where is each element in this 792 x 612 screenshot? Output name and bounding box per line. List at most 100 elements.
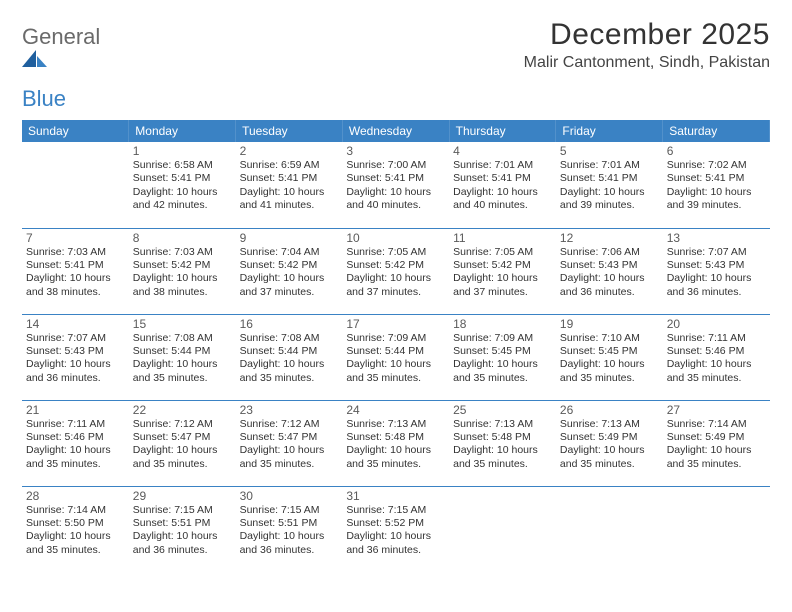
sunrise-line: Sunrise: 7:07 AM (26, 332, 125, 345)
sunrise-line: Sunrise: 7:15 AM (346, 504, 445, 517)
day-number: 28 (26, 489, 125, 503)
day-cell: 24Sunrise: 7:13 AMSunset: 5:48 PMDayligh… (342, 400, 449, 486)
sunrise-line: Sunrise: 7:14 AM (667, 418, 766, 431)
daylight-line: Daylight: 10 hours and 35 minutes. (453, 444, 552, 471)
sunrise-line: Sunrise: 7:15 AM (133, 504, 232, 517)
day-cell: 5Sunrise: 7:01 AMSunset: 5:41 PMDaylight… (556, 142, 663, 228)
calendar-row: 21Sunrise: 7:11 AMSunset: 5:46 PMDayligh… (22, 400, 770, 486)
day-number: 27 (667, 403, 766, 417)
sunset-line: Sunset: 5:41 PM (240, 172, 339, 185)
daylight-line: Daylight: 10 hours and 36 minutes. (667, 272, 766, 299)
day-cell: 29Sunrise: 7:15 AMSunset: 5:51 PMDayligh… (129, 486, 236, 572)
sunset-line: Sunset: 5:46 PM (667, 345, 766, 358)
sunset-line: Sunset: 5:41 PM (26, 259, 125, 272)
day-cell: 13Sunrise: 7:07 AMSunset: 5:43 PMDayligh… (663, 228, 770, 314)
sunrise-line: Sunrise: 7:14 AM (26, 504, 125, 517)
day-number: 13 (667, 231, 766, 245)
sunrise-line: Sunrise: 7:13 AM (346, 418, 445, 431)
day-number: 8 (133, 231, 232, 245)
day-cell: 22Sunrise: 7:12 AMSunset: 5:47 PMDayligh… (129, 400, 236, 486)
day-cell: 7Sunrise: 7:03 AMSunset: 5:41 PMDaylight… (22, 228, 129, 314)
sunrise-line: Sunrise: 7:12 AM (133, 418, 232, 431)
sunrise-line: Sunrise: 7:01 AM (453, 159, 552, 172)
day-cell: 14Sunrise: 7:07 AMSunset: 5:43 PMDayligh… (22, 314, 129, 400)
title-block: December 2025 Malir Cantonment, Sindh, P… (524, 18, 770, 72)
day-cell: 28Sunrise: 7:14 AMSunset: 5:50 PMDayligh… (22, 486, 129, 572)
day-number: 26 (560, 403, 659, 417)
daylight-line: Daylight: 10 hours and 36 minutes. (133, 530, 232, 557)
daylight-line: Daylight: 10 hours and 40 minutes. (453, 186, 552, 213)
daylight-line: Daylight: 10 hours and 42 minutes. (133, 186, 232, 213)
location-subtitle: Malir Cantonment, Sindh, Pakistan (524, 54, 770, 72)
sunset-line: Sunset: 5:48 PM (346, 431, 445, 444)
weekday-row: SundayMondayTuesdayWednesdayThursdayFrid… (22, 120, 770, 142)
day-cell: 20Sunrise: 7:11 AMSunset: 5:46 PMDayligh… (663, 314, 770, 400)
day-cell: 15Sunrise: 7:08 AMSunset: 5:44 PMDayligh… (129, 314, 236, 400)
daylight-line: Daylight: 10 hours and 40 minutes. (346, 186, 445, 213)
daylight-line: Daylight: 10 hours and 35 minutes. (133, 444, 232, 471)
day-number: 11 (453, 231, 552, 245)
day-number: 3 (346, 144, 445, 158)
day-number: 29 (133, 489, 232, 503)
day-cell: 19Sunrise: 7:10 AMSunset: 5:45 PMDayligh… (556, 314, 663, 400)
day-number: 10 (346, 231, 445, 245)
day-number: 24 (346, 403, 445, 417)
sunrise-line: Sunrise: 7:02 AM (667, 159, 766, 172)
sunrise-line: Sunrise: 7:13 AM (560, 418, 659, 431)
weekday-header: Saturday (663, 120, 770, 142)
day-number: 9 (240, 231, 339, 245)
daylight-line: Daylight: 10 hours and 36 minutes. (560, 272, 659, 299)
brand-logo: General Blue (22, 18, 100, 112)
logo-sail-icon (22, 50, 100, 68)
sunset-line: Sunset: 5:50 PM (26, 517, 125, 530)
daylight-line: Daylight: 10 hours and 35 minutes. (133, 358, 232, 385)
weekday-header: Monday (129, 120, 236, 142)
daylight-line: Daylight: 10 hours and 38 minutes. (26, 272, 125, 299)
sunset-line: Sunset: 5:51 PM (133, 517, 232, 530)
day-number: 17 (346, 317, 445, 331)
day-cell: 2Sunrise: 6:59 AMSunset: 5:41 PMDaylight… (236, 142, 343, 228)
day-number: 30 (240, 489, 339, 503)
daylight-line: Daylight: 10 hours and 35 minutes. (346, 444, 445, 471)
header: General Blue December 2025 Malir Cantonm… (22, 18, 770, 112)
day-cell: 1Sunrise: 6:58 AMSunset: 5:41 PMDaylight… (129, 142, 236, 228)
sunrise-line: Sunrise: 7:09 AM (346, 332, 445, 345)
day-number: 20 (667, 317, 766, 331)
daylight-line: Daylight: 10 hours and 41 minutes. (240, 186, 339, 213)
sunset-line: Sunset: 5:49 PM (667, 431, 766, 444)
sunrise-line: Sunrise: 7:11 AM (26, 418, 125, 431)
day-cell: 18Sunrise: 7:09 AMSunset: 5:45 PMDayligh… (449, 314, 556, 400)
day-cell: 25Sunrise: 7:13 AMSunset: 5:48 PMDayligh… (449, 400, 556, 486)
calendar-head: SundayMondayTuesdayWednesdayThursdayFrid… (22, 120, 770, 142)
weekday-header: Friday (556, 120, 663, 142)
day-number: 5 (560, 144, 659, 158)
weekday-header: Thursday (449, 120, 556, 142)
day-number: 7 (26, 231, 125, 245)
logo-part1: General (22, 24, 100, 49)
day-cell: 21Sunrise: 7:11 AMSunset: 5:46 PMDayligh… (22, 400, 129, 486)
sunrise-line: Sunrise: 7:03 AM (133, 246, 232, 259)
day-cell: 4Sunrise: 7:01 AMSunset: 5:41 PMDaylight… (449, 142, 556, 228)
day-cell: 16Sunrise: 7:08 AMSunset: 5:44 PMDayligh… (236, 314, 343, 400)
sunset-line: Sunset: 5:41 PM (453, 172, 552, 185)
day-cell: 31Sunrise: 7:15 AMSunset: 5:52 PMDayligh… (342, 486, 449, 572)
sunset-line: Sunset: 5:47 PM (133, 431, 232, 444)
sunset-line: Sunset: 5:49 PM (560, 431, 659, 444)
day-cell: 17Sunrise: 7:09 AMSunset: 5:44 PMDayligh… (342, 314, 449, 400)
sunrise-line: Sunrise: 6:58 AM (133, 159, 232, 172)
sunrise-line: Sunrise: 7:08 AM (133, 332, 232, 345)
day-number: 16 (240, 317, 339, 331)
sunset-line: Sunset: 5:42 PM (240, 259, 339, 272)
calendar-page: General Blue December 2025 Malir Cantonm… (0, 0, 792, 572)
sunset-line: Sunset: 5:47 PM (240, 431, 339, 444)
sunrise-line: Sunrise: 6:59 AM (240, 159, 339, 172)
daylight-line: Daylight: 10 hours and 37 minutes. (240, 272, 339, 299)
weekday-header: Sunday (22, 120, 129, 142)
empty-cell (22, 142, 129, 228)
sunrise-line: Sunrise: 7:04 AM (240, 246, 339, 259)
day-cell: 3Sunrise: 7:00 AMSunset: 5:41 PMDaylight… (342, 142, 449, 228)
day-cell: 9Sunrise: 7:04 AMSunset: 5:42 PMDaylight… (236, 228, 343, 314)
sunset-line: Sunset: 5:41 PM (133, 172, 232, 185)
day-number: 31 (346, 489, 445, 503)
sunset-line: Sunset: 5:45 PM (453, 345, 552, 358)
